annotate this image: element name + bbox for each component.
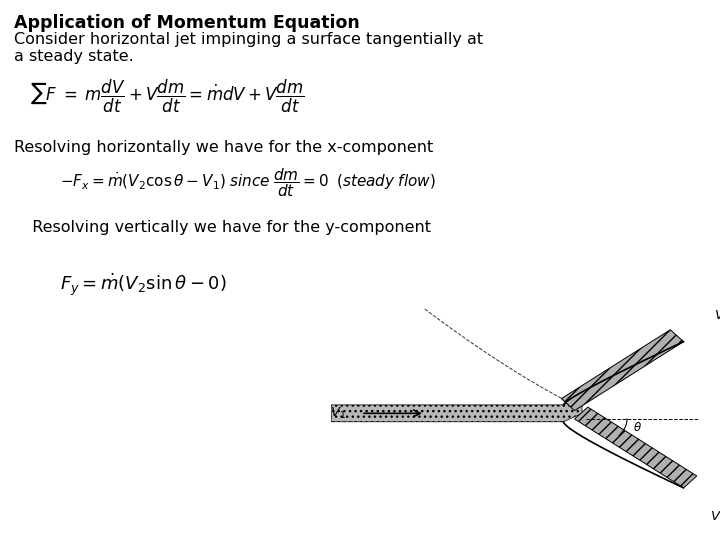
Text: a steady state.: a steady state.: [14, 49, 134, 64]
Text: $-F_x=\dot{m}(V_2\cos\theta-V_1)\;since\;\dfrac{dm}{dt}=0\;\;(steady\;flow)$: $-F_x=\dot{m}(V_2\cos\theta-V_1)\;since\…: [60, 166, 436, 199]
Text: Resolving horizontally we have for the x-component: Resolving horizontally we have for the x…: [14, 140, 433, 155]
Polygon shape: [562, 330, 683, 410]
Polygon shape: [575, 407, 697, 488]
Text: $F_y=\dot{m}(V_2\sin\theta-0)$: $F_y=\dot{m}(V_2\sin\theta-0)$: [60, 272, 227, 299]
Text: $V_2$: $V_2$: [710, 509, 720, 524]
Text: Resolving vertically we have for the y-component: Resolving vertically we have for the y-c…: [22, 220, 431, 235]
Text: $V_1$: $V_1$: [330, 406, 346, 421]
Text: Application of Momentum Equation: Application of Momentum Equation: [14, 14, 360, 32]
Text: Consider horizontal jet impinging a surface tangentially at: Consider horizontal jet impinging a surf…: [14, 32, 483, 47]
Text: $\theta$: $\theta$: [633, 421, 642, 434]
Text: $\sum F\;=\;m\dfrac{dV}{dt}+V\dfrac{dm}{dt}=\dot{m}dV+V\dfrac{dm}{dt}$: $\sum F\;=\;m\dfrac{dV}{dt}+V\dfrac{dm}{…: [30, 78, 305, 115]
Text: $V_2$: $V_2$: [714, 309, 720, 325]
Polygon shape: [331, 396, 582, 422]
